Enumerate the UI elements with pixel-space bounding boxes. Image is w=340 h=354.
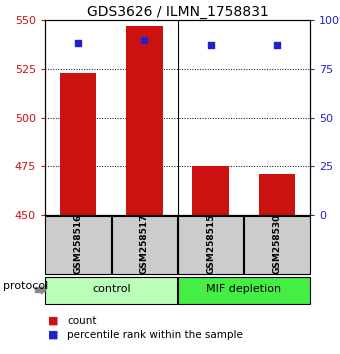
Point: [75, 41, 81, 46]
Bar: [60, 73, 96, 215]
Text: GSM258530: GSM258530: [272, 214, 282, 274]
Point: [142, 37, 147, 42]
Text: count: count: [67, 316, 97, 326]
Text: protocol: protocol: [3, 281, 49, 291]
Text: ■: ■: [48, 330, 59, 340]
Bar: [259, 174, 295, 215]
Text: GSM258515: GSM258515: [206, 213, 215, 274]
FancyBboxPatch shape: [178, 216, 243, 274]
Point: [208, 42, 213, 48]
Text: MIF depletion: MIF depletion: [206, 284, 281, 295]
Text: GSM258517: GSM258517: [140, 213, 149, 274]
Text: percentile rank within the sample: percentile rank within the sample: [67, 330, 243, 340]
Text: ■: ■: [48, 316, 59, 326]
Bar: [192, 166, 229, 215]
Point: [274, 42, 279, 48]
FancyBboxPatch shape: [45, 216, 111, 274]
FancyBboxPatch shape: [178, 276, 310, 303]
Bar: [126, 26, 163, 215]
Text: GSM258516: GSM258516: [74, 213, 83, 274]
Title: GDS3626 / ILMN_1758831: GDS3626 / ILMN_1758831: [87, 5, 268, 19]
FancyBboxPatch shape: [244, 216, 310, 274]
Text: control: control: [92, 284, 131, 295]
FancyBboxPatch shape: [45, 276, 177, 303]
FancyBboxPatch shape: [112, 216, 177, 274]
